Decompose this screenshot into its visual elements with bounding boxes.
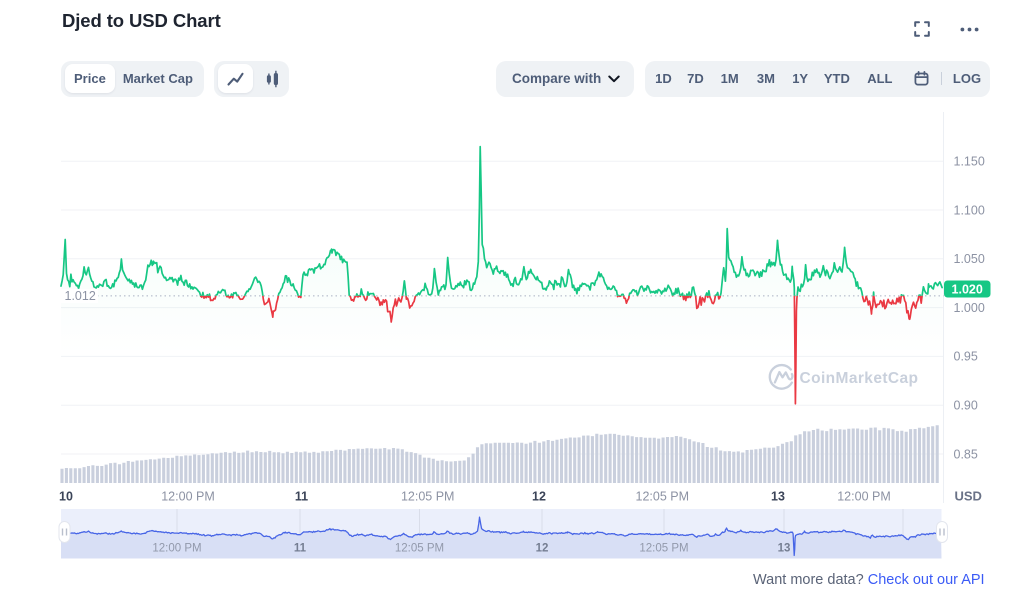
svg-text:11: 11 [294, 543, 307, 555]
svg-text:12:05 PM: 12:05 PM [639, 543, 688, 555]
svg-text:12:00 PM: 12:00 PM [837, 490, 891, 504]
svg-text:12:05 PM: 12:05 PM [395, 543, 444, 555]
svg-text:USD: USD [955, 489, 982, 504]
svg-text:12:05 PM: 12:05 PM [636, 490, 690, 504]
svg-text:12: 12 [536, 543, 549, 555]
svg-text:0.85: 0.85 [954, 447, 978, 461]
svg-text:1.050: 1.050 [954, 252, 985, 266]
svg-text:0.95: 0.95 [954, 350, 978, 364]
svg-text:CoinMarketCap: CoinMarketCap [800, 370, 919, 387]
svg-text:13: 13 [778, 543, 791, 555]
svg-text:13: 13 [771, 490, 785, 504]
svg-text:Want more data? Check out our: Want more data? Check out our API [753, 572, 985, 588]
svg-text:11: 11 [295, 490, 308, 504]
svg-text:10: 10 [59, 490, 73, 504]
svg-text:1.100: 1.100 [954, 203, 985, 217]
svg-text:12: 12 [532, 490, 546, 504]
svg-text:12:00 PM: 12:00 PM [152, 543, 201, 555]
svg-text:12:05 PM: 12:05 PM [401, 490, 455, 504]
svg-text:1.150: 1.150 [954, 155, 985, 169]
svg-text:1.020: 1.020 [952, 282, 983, 296]
svg-text:1.012: 1.012 [65, 289, 96, 303]
svg-text:1.000: 1.000 [954, 301, 985, 315]
svg-text:12:00 PM: 12:00 PM [161, 490, 215, 504]
svg-text:0.90: 0.90 [954, 399, 978, 413]
